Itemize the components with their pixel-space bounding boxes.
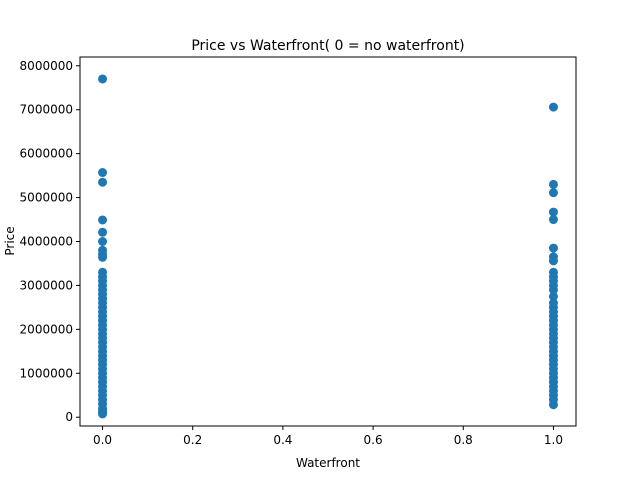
x-tick-label: 0.4 (273, 433, 292, 447)
y-tick-label: 2000000 (20, 322, 73, 336)
data-point (98, 168, 108, 178)
data-point (98, 409, 108, 419)
y-tick-label: 5000000 (20, 191, 73, 205)
data-point (548, 188, 558, 198)
y-tick-label: 3000000 (20, 278, 73, 292)
data-point (98, 227, 108, 237)
x-tick-label: 0.8 (454, 433, 473, 447)
y-axis-label: Price (3, 226, 17, 255)
data-point (548, 285, 558, 295)
data-point (548, 400, 558, 410)
y-tick-label: 0 (65, 410, 73, 424)
y-tick-label: 7000000 (20, 103, 73, 117)
x-tick-label: 0.2 (183, 433, 202, 447)
data-points-layer (98, 74, 558, 419)
data-point (98, 252, 108, 262)
x-axis-ticks: 0.0 0.2 0.4 0.6 0.8 1.0 (93, 426, 563, 447)
data-point (548, 256, 558, 266)
x-tick-label: 1.0 (544, 433, 563, 447)
data-point (548, 179, 558, 189)
y-tick-label: 1000000 (20, 366, 73, 380)
plot-frame (79, 56, 577, 427)
data-point (98, 177, 108, 187)
chart-title: Price vs Waterfront( 0 = no waterfront) (191, 38, 464, 54)
y-axis-ticks: 0 1000000 2000000 3000000 4000000 5000000 6000… (20, 59, 80, 424)
data-point (98, 74, 108, 84)
data-point (98, 237, 108, 246)
data-point (548, 291, 558, 301)
y-tick-label: 4000000 (20, 235, 73, 249)
x-axis-label: Waterfront (296, 456, 360, 470)
data-point (548, 215, 558, 225)
data-point (548, 207, 558, 217)
x-tick-label: 0.6 (364, 433, 383, 447)
x-tick-label: 0.0 (93, 433, 112, 447)
y-tick-label: 6000000 (20, 147, 73, 161)
data-point (98, 215, 108, 225)
y-tick-label: 8000000 (20, 59, 73, 73)
data-point (548, 243, 558, 253)
data-point (548, 102, 558, 112)
